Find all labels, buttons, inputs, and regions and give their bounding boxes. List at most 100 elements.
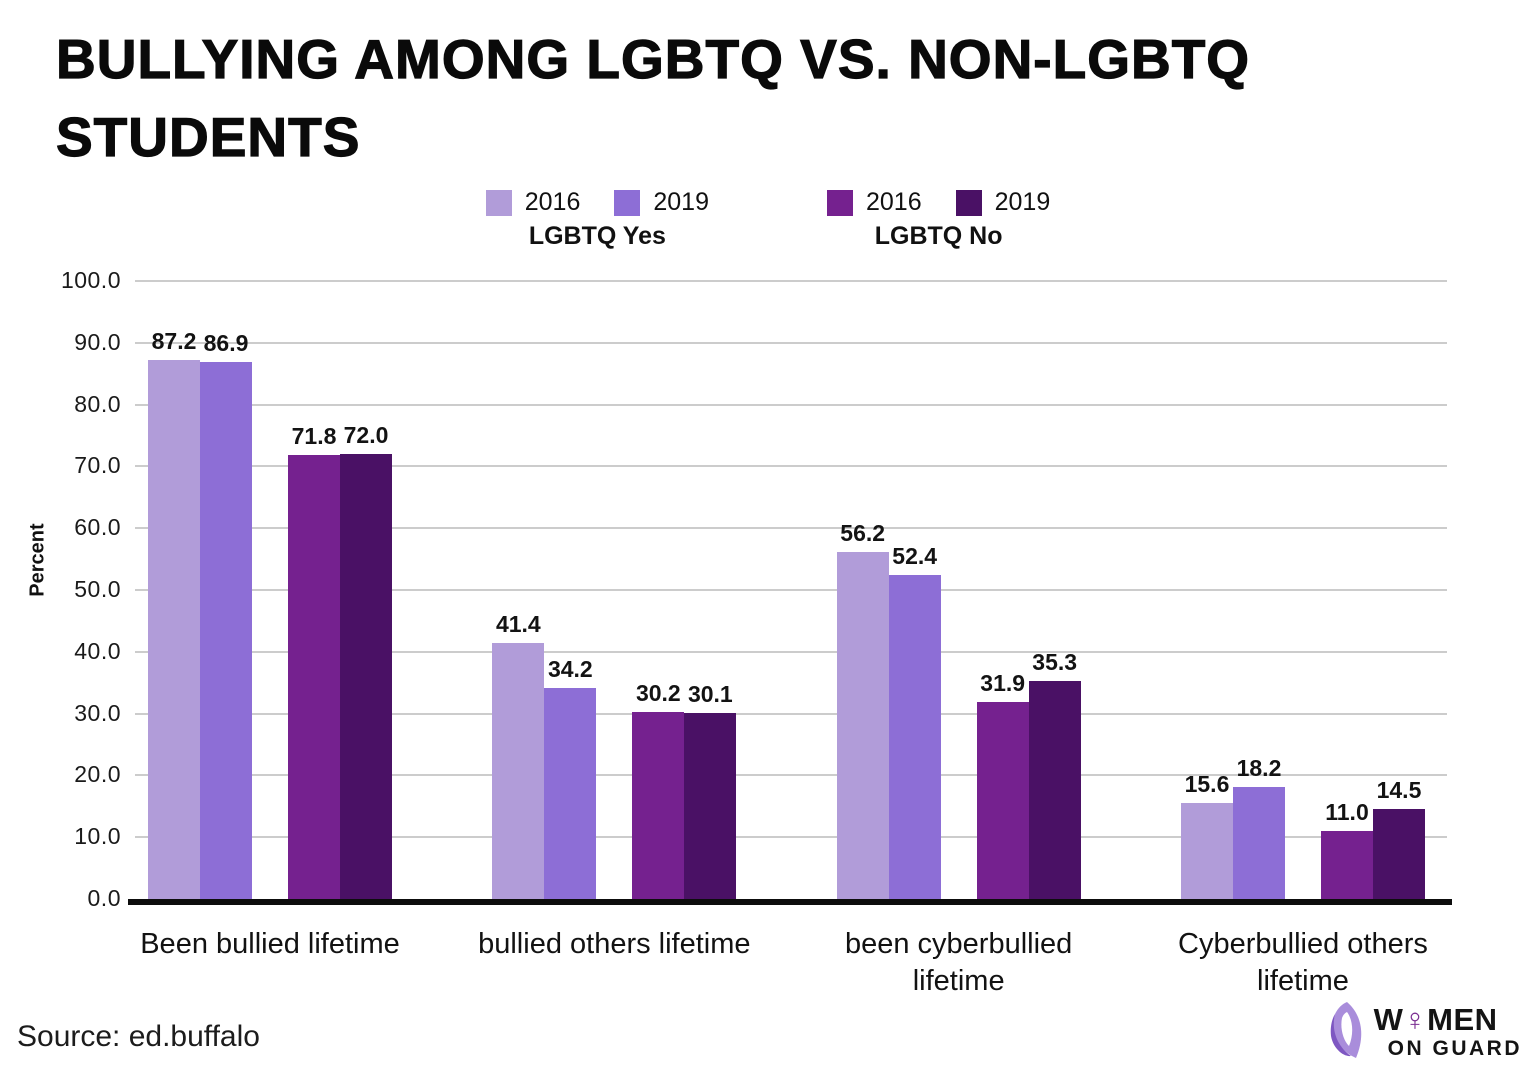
bar-rect — [340, 454, 392, 899]
bar-value-label: 52.4 — [892, 543, 938, 570]
legend-label-no-2016: 2016 — [866, 188, 922, 216]
bar-value-label: 86.9 — [203, 329, 249, 356]
legend-swatch-yes-2016 — [485, 189, 512, 216]
bar-lgbtq-yes-2019-3: 52.4 — [888, 539, 941, 899]
y-tick-label: 70.0 — [74, 452, 121, 479]
bar-lgbtq-no-2016-1: 71.8 — [288, 419, 340, 899]
gridline — [135, 836, 1447, 839]
bar-rect — [1372, 809, 1425, 899]
gridline — [135, 280, 1447, 282]
category-label-line: lifetime — [912, 965, 1005, 997]
bar-rect — [1180, 802, 1233, 899]
logo-text: W♀MEN ON GUARD — [1374, 1004, 1522, 1059]
legend-caption-lgbtq-no: LGBTQ No — [874, 222, 1003, 250]
bar-value-label: 34.2 — [547, 655, 593, 682]
bar-lgbtq-yes-2016-3: 56.2 — [836, 516, 889, 899]
bar-rect — [888, 575, 941, 899]
legend-caption-lgbtq-yes: LGBTQ Yes — [528, 222, 666, 250]
category-label-line: Been bullied lifetime — [140, 928, 400, 960]
y-tick-label: 0.0 — [87, 885, 121, 911]
gridline — [135, 712, 1447, 715]
category-label-4: Cyberbullied others lifetime — [1093, 926, 1513, 1000]
bar-lgbtq-no-2016-3: 31.9 — [976, 666, 1029, 899]
bar-value-label: 87.2 — [151, 328, 197, 355]
chart-legend: 2016 2019 LGBTQ Yes 2016 2019 L — [0, 188, 1536, 251]
bar-lgbtq-no-2016-4: 11.0 — [1320, 795, 1373, 899]
plot-area: 87.2 86.9 71.8 72.0 41.4 34.2 30.2 30.1 56.2 52.4… — [135, 280, 1447, 899]
gridline — [135, 650, 1447, 653]
legend-item-no-2016: 2016 — [827, 188, 922, 217]
bar-value-label: 56.2 — [840, 519, 886, 546]
category-label-3: been cyberbullied lifetime — [749, 926, 1169, 1000]
bar-value-label: 72.0 — [343, 422, 389, 449]
gridline — [135, 341, 1447, 344]
bar-lgbtq-yes-2019-4: 18.2 — [1232, 751, 1285, 899]
bar-value-label: 30.1 — [687, 680, 733, 707]
bar-value-label: 14.5 — [1376, 777, 1422, 804]
legend-item-no-2019: 2019 — [955, 188, 1051, 217]
gridline — [135, 527, 1447, 530]
bar-rect — [544, 687, 597, 899]
gridline — [135, 589, 1447, 591]
legend-item-yes-2016: 2016 — [485, 188, 581, 217]
category-label-line: bullied others lifetime — [478, 928, 751, 960]
bar-value-label: 11.0 — [1325, 799, 1369, 826]
bar-lgbtq-yes-2016-4: 15.6 — [1180, 767, 1233, 899]
gridline — [135, 774, 1447, 777]
bar-value-label: 15.6 — [1184, 770, 1230, 797]
bar-lgbtq-yes-2016-1: 87.2 — [148, 324, 200, 899]
bar-rect — [200, 361, 252, 899]
bar-value-label: 71.8 — [291, 423, 337, 450]
bar-lgbtq-no-2019-3: 35.3 — [1028, 645, 1081, 899]
legend-label-no-2019: 2019 — [994, 188, 1051, 216]
legend-label-yes-2016: 2016 — [524, 188, 581, 216]
category-label-line: lifetime — [1257, 965, 1349, 997]
bar-lgbtq-no-2019-2: 30.1 — [684, 677, 737, 899]
gridline — [135, 465, 1447, 468]
women-on-guard-logo: W♀MEN ON GUARD — [1323, 1000, 1522, 1062]
bar-value-label: 18.2 — [1236, 754, 1282, 781]
legend-group-lgbtq-no: 2016 2019 LGBTQ No — [827, 188, 1050, 251]
bar-rect — [976, 701, 1029, 899]
y-tick-label: 80.0 — [74, 390, 121, 417]
y-tick-label: 30.0 — [74, 699, 121, 726]
bar-value-label: 35.3 — [1032, 648, 1078, 675]
y-tick-label: 90.0 — [74, 328, 121, 355]
y-tick-label: 50.0 — [74, 576, 121, 602]
bar-lgbtq-no-2019-1: 72.0 — [340, 418, 392, 899]
bar-lgbtq-yes-2016-2: 41.4 — [492, 607, 545, 899]
y-tick-label: 20.0 — [74, 761, 121, 788]
y-tick-label: 100.0 — [60, 267, 121, 293]
bar-value-label: 30.2 — [635, 680, 681, 707]
category-label-line: Cyberbullied others — [1178, 928, 1428, 960]
venus-symbol-icon: ♀ — [1403, 1001, 1428, 1037]
y-tick-label: 40.0 — [74, 637, 121, 664]
bar-rect — [632, 712, 685, 899]
page-title: BULLYING AMONG LGBTQ VS. NON-LGBTQ STUDE… — [55, 20, 1516, 176]
y-tick-label: 60.0 — [74, 514, 121, 541]
bar-lgbtq-yes-2019-2: 34.2 — [544, 652, 597, 899]
bar-rect — [148, 360, 200, 899]
legend-swatch-yes-2019 — [614, 189, 641, 216]
bar-value-label: 41.4 — [495, 611, 541, 638]
bar-rect — [1320, 831, 1373, 899]
legend-items: 2016 2019 — [827, 188, 1050, 217]
women-on-guard-logo-icon — [1330, 1002, 1361, 1058]
bar-rect — [288, 455, 340, 899]
bar-lgbtq-no-2019-4: 14.5 — [1372, 773, 1425, 899]
page-title-line1: BULLYING AMONG LGBTQ VS. NON-LGBTQ — [55, 27, 1251, 90]
logo-word-on-guard: ON GUARD — [1387, 1036, 1522, 1060]
bar-rect — [1232, 786, 1285, 899]
bar-rect — [1028, 680, 1081, 899]
bar-lgbtq-no-2016-2: 30.2 — [632, 676, 685, 899]
bar-value-label: 31.9 — [980, 669, 1026, 696]
category-label-1: Been bullied lifetime — [60, 926, 480, 963]
category-label-2: bullied others lifetime — [404, 926, 824, 963]
legend-swatch-no-2019 — [955, 189, 982, 216]
bar-rect — [836, 551, 889, 899]
legend-label-yes-2019: 2019 — [653, 188, 709, 216]
x-axis-line — [128, 899, 1452, 905]
source-note: Source: ed.buffalo — [17, 1020, 260, 1053]
category-label-line: been cyberbullied — [844, 928, 1073, 960]
